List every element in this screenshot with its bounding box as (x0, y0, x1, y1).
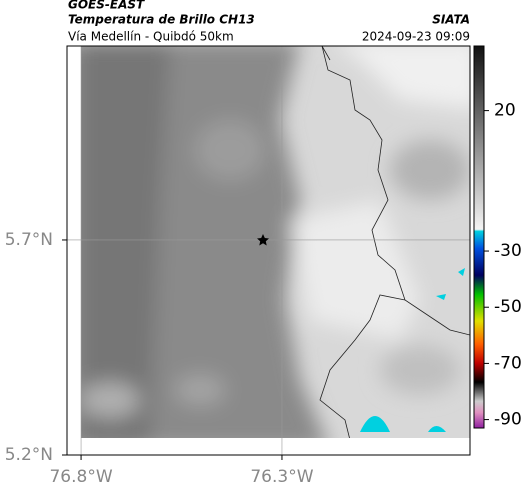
x-tick-label: 76.8°W (49, 467, 112, 487)
y-tick-label: 5.2°N (5, 445, 53, 465)
location-marker (257, 234, 269, 246)
colorbar-tick-label: -50 (494, 297, 522, 317)
colorbar (473, 45, 485, 429)
map-frame (66, 45, 471, 456)
colorbar-tick-label: -70 (494, 353, 522, 373)
y-tick-label: 5.7°N (5, 230, 53, 250)
colorbar-tick-label: -30 (494, 241, 522, 261)
title: Temperatura de Brillo CH13 (68, 13, 255, 27)
source: SIATA (432, 13, 470, 27)
satellite-image (81, 46, 470, 438)
subtitle: Vía Medellín - Quibdó 50km (68, 30, 234, 44)
colorbar-tick-label: -90 (494, 410, 522, 430)
title: GOES-EAST (68, 0, 145, 12)
datetime: 2024-09-23 09:09 (362, 30, 470, 44)
colorbar-tick-label: 20 (494, 101, 516, 121)
x-tick-label: 76.3°W (250, 467, 313, 487)
